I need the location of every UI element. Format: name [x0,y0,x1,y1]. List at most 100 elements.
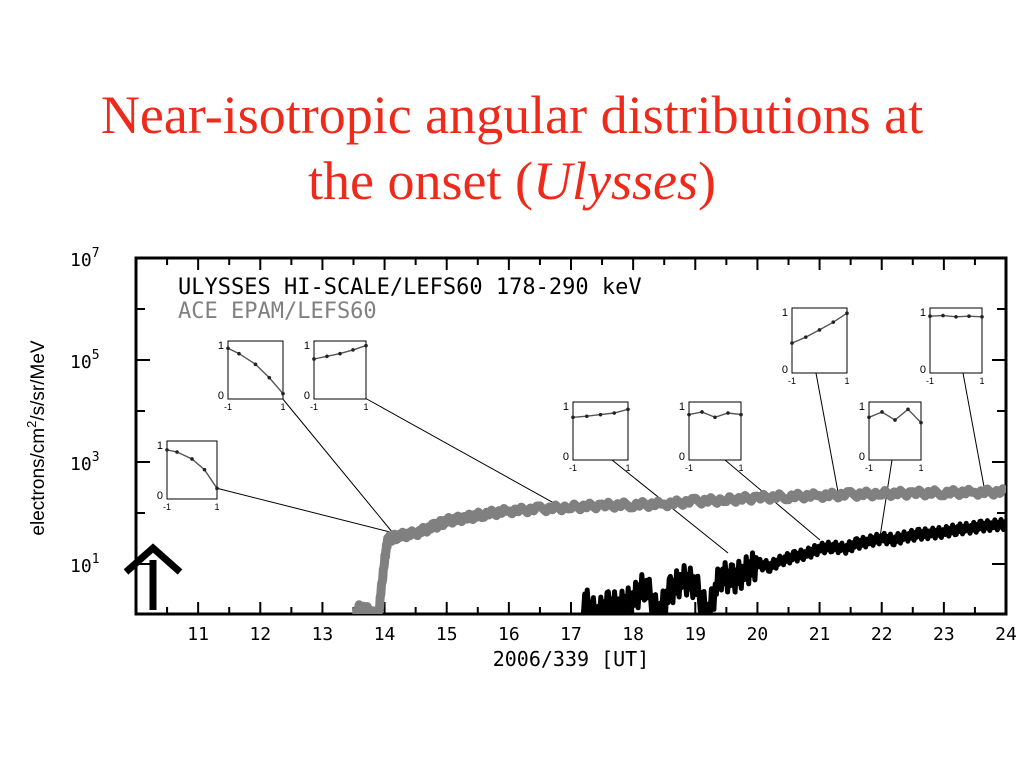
inset-point [351,348,355,352]
inset-point [325,354,329,359]
inset-connector [364,397,571,513]
inset-connector [879,459,893,538]
inset-x-min-label: -1 [224,402,232,412]
x-tick-label: 21 [809,624,831,645]
y-axis-label-unit: electrons/cm [28,428,49,536]
angular-distribution-inset: 1 0-1 1 [859,401,924,473]
inset-point [312,357,316,361]
inset-y-max-label: 1 [782,307,788,319]
inset-frame [572,401,629,461]
inset-point [893,418,897,422]
inset-point [237,351,241,356]
inset-point [253,362,258,367]
x-tick-label: 17 [560,624,582,645]
inset-point [571,415,575,420]
title-line-2-italic: Ulysses [532,151,698,211]
inset-y-min-label: 0 [859,451,865,463]
inset-frame [227,340,284,400]
inset-point [817,328,822,332]
angular-distribution-inset: 1 0-1 1 [218,340,286,412]
inset-connector [962,372,986,493]
y-axis-label-rest: /s/sr/MeV [28,340,49,421]
inset-point [980,314,984,319]
inset-y-max-label: 1 [679,401,685,413]
inset-frame [313,340,367,400]
x-tick-label: 16 [498,624,520,645]
inset-x-max-label: 1 [738,463,743,473]
inset-x-min-label: -1 [569,463,577,473]
slide-title: Near-isotropic angular distributions at … [0,82,1024,214]
inset-y-min-label: 0 [218,390,224,402]
inset-x-max-label: 1 [214,502,219,512]
inset-point [687,412,691,417]
inset-x-min-label: -1 [926,376,934,386]
inset-point [919,420,923,425]
inset-point [190,457,194,461]
x-tick-label: 24 [995,624,1017,645]
inset-point [726,411,730,415]
x-tick-label: 14 [374,624,396,645]
inset-point [215,486,219,491]
inset-x-max-label: 1 [280,402,285,412]
inset-point [713,415,717,420]
inset-point [967,314,971,318]
inset-point [584,414,589,419]
inset-point [954,314,958,319]
inset-point [281,391,285,396]
inset-point [845,311,849,316]
onset-arrow-icon [123,543,183,610]
series-layer [352,484,1006,614]
y-tick-label: 107 [70,246,100,271]
inset-y-min-label: 0 [679,451,685,463]
inset-connector [215,487,399,535]
inset-y-max-label: 1 [859,401,865,413]
x-tick-label: 18 [622,624,644,645]
inset-point [598,412,603,417]
inset-point [364,343,368,348]
inset-y-min-label: 0 [563,451,569,463]
title-line-2: the onset (Ulysses) [0,148,1024,214]
inset-x-min-label: -1 [865,463,873,473]
inset-frame [791,307,848,374]
y-axis-label: electrons/cm2/s/sr/MeV [24,340,49,535]
inset-x-max-label: 1 [979,376,984,386]
inset-frame [688,401,742,461]
inset-point [803,335,808,339]
inset-point [612,411,617,415]
inset-connector [281,397,394,534]
angular-distribution-inset: 1 0-1 1 [157,440,220,512]
x-tick-label: 20 [747,624,769,645]
inset-point [867,415,871,420]
ace-series-line [352,484,1006,614]
inset-connector [815,372,839,493]
inset-x-max-label: 1 [844,376,849,386]
inset-point [941,313,945,318]
angular-distribution-inset: 1 0-1 1 [920,307,985,386]
y-tick-label: 103 [70,450,100,475]
inset-point [267,375,272,380]
x-tick-label: 11 [187,624,209,645]
inset-point [175,450,179,454]
inset-x-max-label: 1 [918,463,923,473]
y-tick-label: 101 [70,552,100,577]
inset-point [831,320,836,324]
inset-frame [166,440,218,500]
inset-point [165,448,169,452]
inset-point [202,467,207,472]
inset-x-max-label: 1 [625,463,630,473]
inset-point [626,407,630,412]
inset-y-max-label: 1 [563,401,569,413]
angular-distribution-inset: 1 0-1 1 [563,401,631,473]
title-line-1: Near-isotropic angular distributions at [100,85,924,145]
inset-x-min-label: -1 [788,376,796,386]
inset-point [338,351,342,356]
x-tick-label: 15 [436,624,458,645]
y-tick-label: 105 [70,348,100,373]
inset-point [700,410,704,414]
angular-distribution-inset: 1 0-1 1 [782,307,850,386]
inset-point [880,410,884,414]
x-tick-label: 13 [312,624,334,645]
inset-y-min-label: 0 [920,364,926,376]
